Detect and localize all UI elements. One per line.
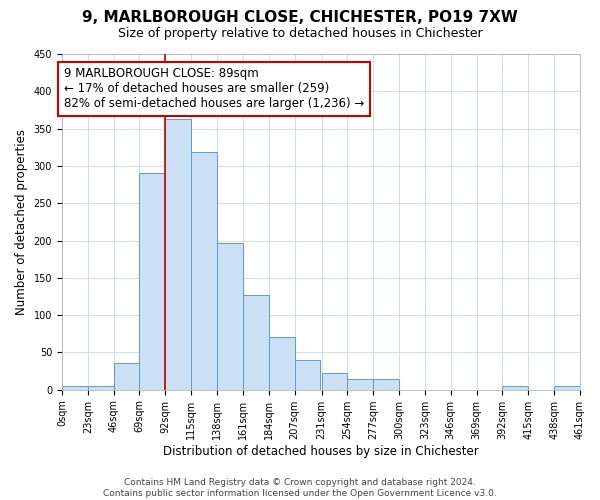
Y-axis label: Number of detached properties: Number of detached properties bbox=[15, 129, 28, 315]
Text: 9, MARLBOROUGH CLOSE, CHICHESTER, PO19 7XW: 9, MARLBOROUGH CLOSE, CHICHESTER, PO19 7… bbox=[82, 10, 518, 25]
Text: Size of property relative to detached houses in Chichester: Size of property relative to detached ho… bbox=[118, 28, 482, 40]
Bar bbox=[554, 386, 580, 390]
Bar bbox=[373, 380, 399, 390]
X-axis label: Distribution of detached houses by size in Chichester: Distribution of detached houses by size … bbox=[163, 444, 479, 458]
Bar bbox=[113, 363, 139, 390]
Bar bbox=[243, 295, 269, 390]
Text: Contains HM Land Registry data © Crown copyright and database right 2024.
Contai: Contains HM Land Registry data © Crown c… bbox=[103, 478, 497, 498]
Bar bbox=[269, 337, 295, 390]
Bar bbox=[165, 119, 191, 390]
Bar bbox=[62, 386, 88, 390]
Bar bbox=[88, 386, 113, 390]
Bar bbox=[139, 172, 165, 390]
Bar bbox=[295, 360, 320, 390]
Bar bbox=[347, 380, 373, 390]
Bar bbox=[502, 386, 529, 390]
Bar bbox=[191, 152, 217, 390]
Text: 9 MARLBOROUGH CLOSE: 89sqm
← 17% of detached houses are smaller (259)
82% of sem: 9 MARLBOROUGH CLOSE: 89sqm ← 17% of deta… bbox=[64, 68, 364, 110]
Bar bbox=[217, 243, 243, 390]
Bar bbox=[322, 374, 347, 390]
